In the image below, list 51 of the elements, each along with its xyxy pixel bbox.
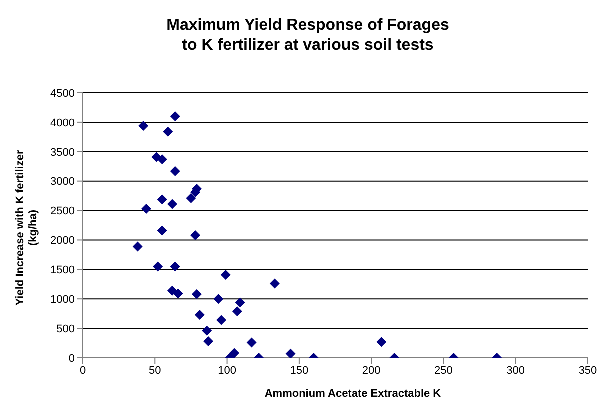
point [286, 348, 296, 358]
point [132, 242, 143, 252]
y-tick-label: 2500 [50, 206, 75, 218]
y-tick-label: 4000 [50, 117, 75, 130]
x-tick-label: 50 [149, 364, 162, 377]
y-tick-label: 2000 [50, 235, 75, 248]
point [202, 326, 212, 336]
point [141, 204, 152, 214]
point [246, 338, 257, 348]
point [157, 154, 168, 165]
point [157, 226, 168, 236]
point [190, 230, 201, 241]
y-axis-title: Yield Increase with K fertilizer (kg/ha) [15, 150, 41, 306]
point [173, 288, 184, 299]
point [214, 294, 224, 304]
point [230, 348, 240, 358]
point [194, 310, 205, 320]
chart-title: Maximum Yield Response of Forages to K fertilizer at various soil tests [166, 16, 450, 56]
point [232, 306, 242, 316]
point [153, 262, 164, 272]
point [186, 193, 196, 204]
point [170, 112, 180, 122]
y-tick-label: 3500 [50, 146, 75, 159]
x-tick-label: 250 [434, 364, 453, 377]
point [235, 298, 246, 308]
x-tick-label: 200 [362, 364, 381, 377]
x-tick-label: 350 [578, 364, 598, 377]
point [204, 336, 214, 347]
x-tick-label: 150 [290, 364, 309, 377]
y-tick-label: 3000 [50, 176, 75, 188]
point [167, 199, 178, 210]
point [163, 126, 174, 137]
y-tick-label: 500 [56, 323, 75, 336]
x-tick-label: 300 [506, 364, 526, 377]
point [270, 278, 280, 289]
y-tick-label: 4500 [50, 88, 75, 100]
x-tick-label: 100 [218, 364, 236, 377]
point [220, 270, 231, 280]
point [376, 337, 387, 348]
x-tick-label: 0 [80, 364, 86, 377]
point [216, 315, 227, 326]
point [170, 166, 180, 176]
x-axis-title: Ammonium Acetate Extractable K [264, 388, 442, 400]
y-tick-label: 1000 [50, 294, 75, 306]
point [170, 262, 180, 272]
y-tick-label: 0 [68, 352, 75, 365]
point [192, 289, 202, 300]
y-tick-label: 1500 [50, 264, 75, 277]
point [157, 194, 168, 205]
point [138, 120, 149, 131]
point [167, 286, 178, 296]
